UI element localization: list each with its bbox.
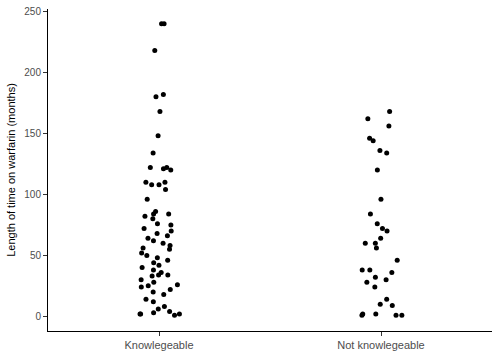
svg-text:Not knowlegeable: Not knowlegeable [337,339,424,351]
svg-text:150: 150 [24,128,41,139]
svg-text:50: 50 [30,250,42,261]
svg-text:Knowlegeable: Knowlegeable [124,339,193,351]
svg-text:100: 100 [24,189,41,200]
svg-text:200: 200 [24,67,41,78]
svg-text:250: 250 [24,6,41,17]
svg-text:Length of time on warfarin (mo: Length of time on warfarin (months) [5,83,17,257]
svg-text:0: 0 [35,311,41,322]
